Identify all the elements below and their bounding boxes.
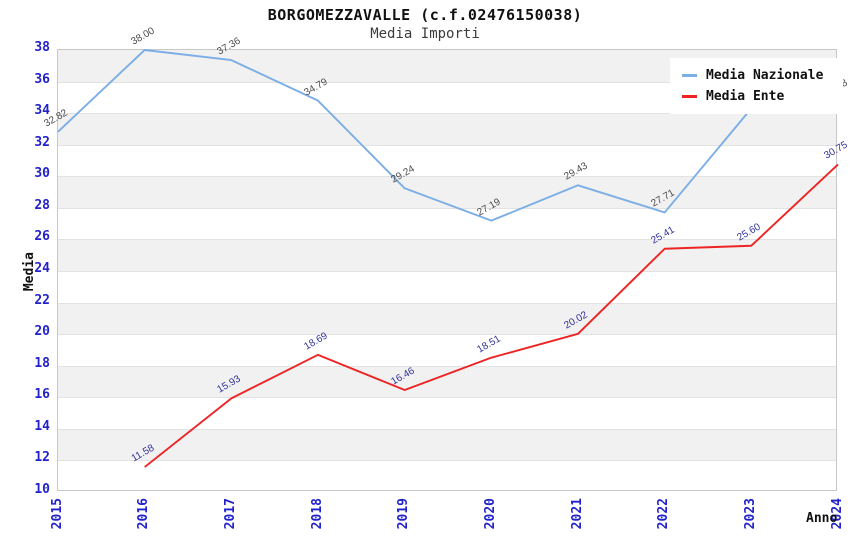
x-tick-label: 2023: [742, 498, 758, 530]
plot-band: [58, 176, 836, 208]
y-axis-title: Media: [22, 252, 37, 292]
y-tick-label: 14: [34, 418, 50, 434]
plot-band: [58, 302, 836, 335]
x-tick-label: 2019: [396, 498, 412, 530]
x-tick-label: 2016: [136, 498, 152, 530]
x-tick-label: 2015: [49, 498, 65, 530]
x-tick-label: 2017: [222, 498, 238, 530]
x-axis-title: Anno: [806, 511, 838, 526]
gridline: [58, 302, 836, 304]
y-tick-label: 20: [34, 324, 50, 340]
legend: Media Nazionale Media Ente: [670, 58, 844, 114]
gridline: [58, 113, 836, 115]
gridline: [58, 81, 836, 83]
y-tick-label: 36: [34, 71, 50, 87]
gridline: [58, 176, 836, 178]
gridline: [58, 397, 836, 399]
legend-label: Media Ente: [706, 89, 785, 104]
y-tick-label: 24: [34, 261, 50, 276]
gridline: [58, 239, 836, 241]
plot-band: [58, 239, 836, 271]
y-tick-label: 16: [34, 387, 50, 403]
red-line-marker-icon: [682, 95, 697, 98]
chart-title: BORGOMEZZAVALLE (c.f.02476150038): [267, 6, 583, 24]
x-tick-label: 2020: [482, 498, 498, 530]
gridline: [58, 144, 836, 146]
y-tick-label: 28: [34, 197, 50, 213]
x-tick-label: 2021: [569, 498, 585, 530]
y-tick-label: 34: [34, 103, 50, 119]
y-tick-label: 32: [34, 134, 50, 150]
series-line: [57, 49, 839, 222]
y-tick-label: 18: [34, 355, 50, 371]
y-tick-label: 30: [34, 166, 50, 182]
legend-item-media-nazionale: Media Nazionale: [682, 65, 823, 86]
legend-label: Media Nazionale: [706, 68, 824, 83]
plot-band: [58, 365, 836, 398]
series-line: [144, 163, 839, 468]
gridline: [58, 428, 836, 430]
legend-item-media-ente: Media Ente: [682, 86, 823, 107]
y-tick-label: 10: [34, 482, 50, 497]
gridline: [58, 334, 836, 336]
gridline: [58, 207, 836, 209]
y-tick-label: 12: [34, 450, 50, 466]
y-tick-label: 22: [34, 292, 50, 308]
x-tick-label: 2022: [656, 498, 672, 530]
y-tick-label: 38: [34, 40, 50, 55]
plot-band: [58, 113, 836, 145]
chart-subtitle: Media Importi: [370, 26, 480, 42]
blue-line-marker-icon: [682, 74, 697, 77]
plot-area: 32.82 38.00 37.36 34.79 29.24 27.19 29.43 27.71…: [42, 25, 850, 491]
y-tick-label: 26: [34, 229, 50, 245]
gridline: [58, 365, 836, 367]
x-tick-label: 2018: [309, 498, 325, 530]
gridline: [58, 271, 836, 272]
gridline: [58, 460, 836, 462]
series-lines: [57, 49, 839, 468]
